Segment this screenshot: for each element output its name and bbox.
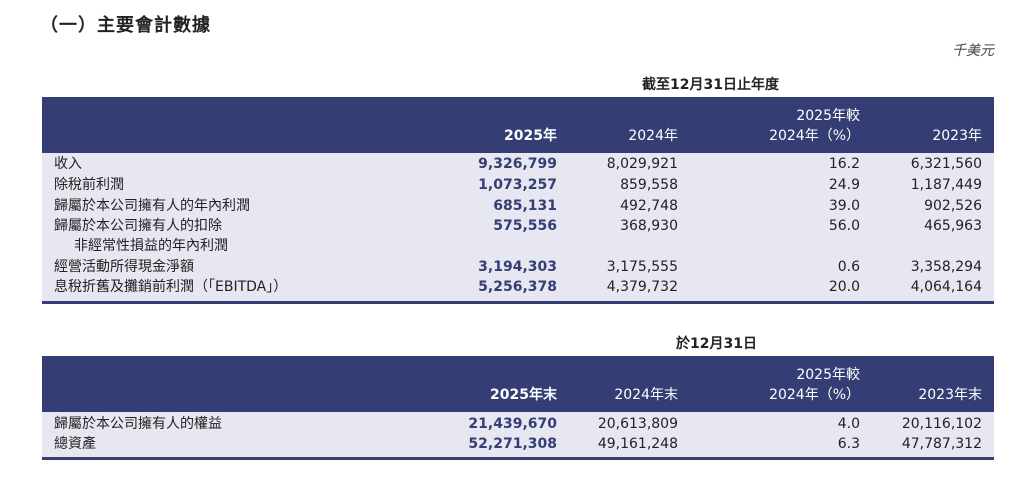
row-label: 經營活動所得現金淨額 [54,259,194,275]
value-2024: 4,379,732 [606,279,678,295]
value-2023: 6,321,560 [910,156,982,172]
row-label: 收入 [54,156,82,172]
value-2025: 9,326,799 [478,156,557,172]
value-change: 39.0 [828,198,860,214]
value-2023: 902,526 [924,198,982,214]
table-row: 息稅折舊及攤銷前利潤（「EBITDA」） 5,256,378 4,379,732… [42,277,994,297]
currency-unit: 千美元 [952,43,994,59]
value-2023: 4,064,164 [910,279,982,295]
row-label: 息稅折舊及攤銷前利潤（「EBITDA」） [54,279,288,295]
value-2024: 492,748 [620,198,678,214]
table2-header-band: 2025年末 2024年末 2025年較 2024年（%） 2023年末 [42,356,994,412]
row-label: 歸屬於本公司擁有人的年內利潤 [54,198,250,214]
table1-header-change-line2: 2024年（%） [769,128,860,144]
table2-body: 歸屬於本公司擁有人的權益 21,439,670 20,613,809 4.0 2… [42,412,994,460]
table1-header-2024: 2024年 [628,128,678,144]
table-row: 總資產 52,271,308 49,161,248 6.3 47,787,312 [42,434,994,454]
value-2023: 20,116,102 [901,416,982,432]
value-2025: 21,439,670 [468,416,557,432]
value-2023: 3,358,294 [910,259,982,275]
table-row: 除稅前利潤 1,073,257 859,558 24.9 1,187,449 [42,175,994,195]
value-2025: 5,256,378 [478,279,557,295]
table1-header-2023: 2023年 [932,128,982,144]
row-label: 總資產 [54,436,96,452]
value-2023: 1,187,449 [910,177,982,193]
value-2023: 465,963 [924,218,982,234]
table1-header-2025: 2025年 [504,128,557,144]
table-row: 收入 9,326,799 8,029,921 16.2 6,321,560 [42,154,994,174]
table1-period: 截至12月31日止年度 [642,77,779,93]
table2-header-2023: 2023年末 [918,387,982,403]
value-change: 0.6 [837,259,860,275]
table-row: 經營活動所得現金淨額 3,194,303 3,175,555 0.6 3,358… [42,257,994,277]
value-2025: 3,194,303 [478,259,557,275]
table1-header-change-line1: 2025年較 [796,108,860,124]
value-change: 4.0 [837,416,860,432]
table1-body: 收入 9,326,799 8,029,921 16.2 6,321,560 除稅… [42,153,994,304]
table-row: 歸屬於本公司擁有人的權益 21,439,670 20,613,809 4.0 2… [42,414,994,434]
table2-header-change-line2: 2024年（%） [769,387,860,403]
value-2025: 575,556 [493,218,557,234]
table2-period: 於12月31日 [676,336,757,352]
value-2025: 685,131 [493,198,557,214]
value-change: 20.0 [828,279,860,295]
value-2024: 368,930 [620,218,678,234]
value-2024: 8,029,921 [606,156,678,172]
value-2024: 3,175,555 [606,259,678,275]
row-label: 歸屬於本公司擁有人的扣除 [54,218,222,234]
table2-header-2025: 2025年末 [490,387,557,403]
row-label: 除稅前利潤 [54,177,124,193]
value-2023: 47,787,312 [901,436,982,452]
section-title: （一）主要會計數據 [40,15,211,36]
value-change: 16.2 [828,156,860,172]
table1-header-band: 2025年 2024年 2025年較 2024年（%） 2023年 [42,97,994,153]
table-row: 歸屬於本公司擁有人的扣除 575,556 368,930 56.0 465,96… [42,216,994,236]
value-2024: 49,161,248 [597,436,678,452]
value-change: 56.0 [828,218,860,234]
value-2025: 52,271,308 [468,436,557,452]
table2-header-change-line1: 2025年較 [796,367,860,383]
value-change: 24.9 [828,177,860,193]
value-2024: 859,558 [620,177,678,193]
table-row-continuation: 非經常性損益的年內利潤 [42,236,994,256]
row-label: 歸屬於本公司擁有人的權益 [54,416,222,432]
value-2025: 1,073,257 [478,177,557,193]
value-change: 6.3 [837,436,860,452]
table2-header-2024: 2024年末 [614,387,678,403]
table-row: 歸屬於本公司擁有人的年內利潤 685,131 492,748 39.0 902,… [42,196,994,216]
value-2024: 20,613,809 [597,416,678,432]
row-label-continued: 非經常性損益的年內利潤 [74,238,228,254]
